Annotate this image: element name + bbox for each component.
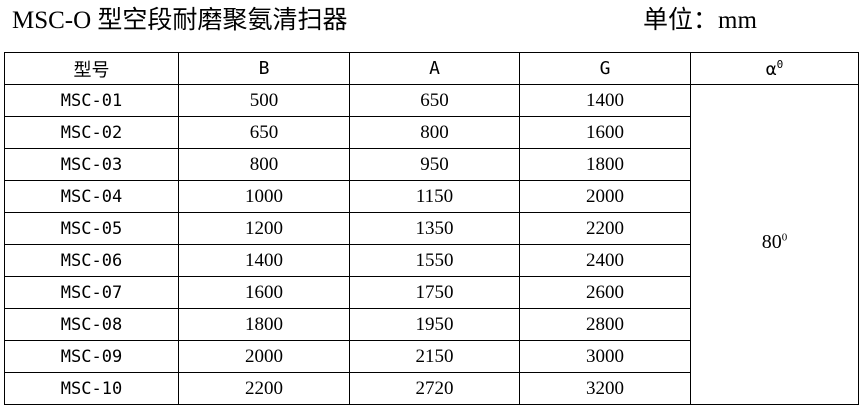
cell-a: 1750: [349, 276, 520, 309]
cell-b: 1400: [178, 244, 350, 277]
table-row: MSC-09 2000 2150 3000: [4, 340, 859, 373]
cell-g: 2000: [519, 180, 691, 213]
cell-b: 800: [178, 148, 350, 181]
cell-model: MSC-03: [4, 148, 179, 181]
cell-g: 1800: [519, 148, 691, 181]
cell-model: MSC-08: [4, 308, 179, 341]
table-row: MSC-04 1000 1150 2000: [4, 180, 859, 213]
spec-table: 型号 B A G α0 MSC-01 500 650 1400 800 MSC-02 650…: [4, 52, 859, 405]
table-row: MSC-08 1800 1950 2800: [4, 308, 859, 341]
cell-b: 650: [178, 116, 350, 149]
cell-model: MSC-07: [4, 276, 179, 309]
cell-model: MSC-01: [4, 84, 179, 117]
cell-a: 1150: [349, 180, 520, 213]
cell-g: 2400: [519, 244, 691, 277]
header-row: 型号 B A G α0: [4, 52, 859, 85]
cell-b: 500: [178, 84, 350, 117]
table-row: MSC-06 1400 1550 2400: [4, 244, 859, 277]
document-title: MSC-O 型空段耐磨聚氨清扫器: [12, 7, 348, 34]
unit-label: 单位：mm: [643, 7, 757, 34]
table-row: MSC-10 2200 2720 3200: [4, 372, 859, 405]
cell-b: 1800: [178, 308, 350, 341]
cell-model: MSC-02: [4, 116, 179, 149]
cell-g: 2800: [519, 308, 691, 341]
cell-model: MSC-10: [4, 372, 179, 405]
cell-b: 2200: [178, 372, 350, 405]
cell-g: 2600: [519, 276, 691, 309]
header-a: A: [349, 52, 520, 85]
cell-model: MSC-06: [4, 244, 179, 277]
cell-a: 1550: [349, 244, 520, 277]
cell-g: 1400: [519, 84, 691, 117]
cell-model: MSC-09: [4, 340, 179, 373]
cell-a: 1350: [349, 212, 520, 245]
cell-b: 1600: [178, 276, 350, 309]
cell-g: 2200: [519, 212, 691, 245]
cell-angle: 800: [690, 84, 859, 405]
angle-value: 80: [761, 231, 782, 253]
header-g: G: [519, 52, 691, 85]
cell-g: 3000: [519, 340, 691, 373]
table-row: MSC-02 650 800 1600: [4, 116, 859, 149]
cell-a: 650: [349, 84, 520, 117]
cell-a: 2720: [349, 372, 520, 405]
table-row: MSC-03 800 950 1800: [4, 148, 859, 181]
cell-a: 950: [349, 148, 520, 181]
header-alpha-sup: 0: [776, 57, 784, 71]
cell-g: 1600: [519, 116, 691, 149]
table-row: MSC-01 500 650 1400 800: [4, 84, 859, 405]
table-row: MSC-07 1600 1750 2600: [4, 276, 859, 309]
header-b: B: [178, 52, 350, 85]
cell-b: 1200: [178, 212, 350, 245]
table-row: MSC-05 1200 1350 2200: [4, 212, 859, 245]
cell-a: 1950: [349, 308, 520, 341]
angle-sup: 0: [781, 231, 788, 244]
cell-b: 1000: [178, 180, 350, 213]
cell-a: 800: [349, 116, 520, 149]
cell-a: 2150: [349, 340, 520, 373]
cell-model: MSC-05: [4, 212, 179, 245]
cell-g: 3200: [519, 372, 691, 405]
header-alpha: α0: [690, 52, 859, 85]
cell-model: MSC-04: [4, 180, 179, 213]
header-alpha-label: α: [765, 58, 777, 80]
header-model: 型号: [4, 52, 179, 85]
cell-b: 2000: [178, 340, 350, 373]
